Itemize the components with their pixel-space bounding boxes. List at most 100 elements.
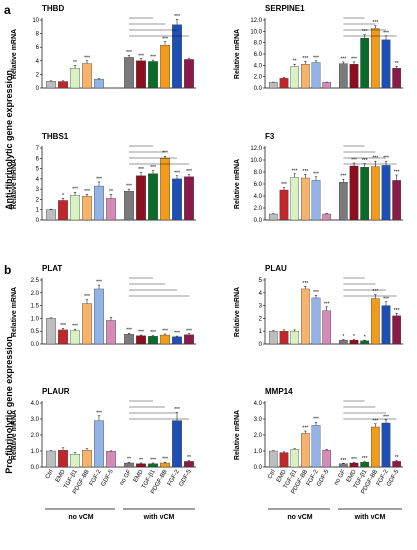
bar xyxy=(136,175,146,221)
category-label: EMD xyxy=(133,468,145,483)
y-axis-label: Relative mRNA xyxy=(11,410,18,460)
y-tick-label: 6 xyxy=(36,156,40,162)
bar xyxy=(279,452,289,468)
significance-label: *** xyxy=(351,158,357,164)
y-tick-label: 2.0 xyxy=(254,206,263,212)
significance-label: *** xyxy=(150,330,156,336)
bar xyxy=(360,167,370,221)
bar xyxy=(279,78,289,89)
significance-label: *** xyxy=(150,55,156,61)
y-tick-label: 1.5 xyxy=(31,304,40,310)
bar xyxy=(148,61,158,89)
bar xyxy=(370,298,380,345)
significance-label: *** xyxy=(372,156,378,162)
bar xyxy=(106,320,116,345)
y-tick-label: 4.0 xyxy=(31,401,40,407)
y-tick-label: 10 xyxy=(32,18,39,24)
bar xyxy=(349,462,359,468)
panel-letter-b: b xyxy=(4,263,11,277)
bar xyxy=(106,451,116,468)
bar xyxy=(160,44,170,89)
bar xyxy=(148,336,158,345)
bar xyxy=(268,213,278,221)
chart-plat: PLAT Relative mRNA 0.0 0.5 1.0 1.5 2.0 2.5 *** **… xyxy=(11,264,196,348)
significance-label: ** xyxy=(73,60,77,66)
bar xyxy=(279,331,289,345)
bar xyxy=(392,67,402,89)
bar xyxy=(58,329,68,345)
significance-label: *** xyxy=(351,56,357,62)
bar xyxy=(349,165,359,221)
significance-label: *** xyxy=(383,156,389,162)
significance-label: *** xyxy=(174,14,180,20)
bar xyxy=(70,68,80,89)
significance-label: ** xyxy=(109,189,113,195)
y-axis-label: Relative mRNA xyxy=(234,410,241,460)
bar xyxy=(70,195,80,221)
significance-label: *** xyxy=(96,280,102,286)
bar xyxy=(58,200,68,221)
group-label: with vCM xyxy=(354,514,386,521)
significance-label: *** xyxy=(150,165,156,171)
bar xyxy=(338,463,348,468)
bar xyxy=(311,62,321,89)
bar xyxy=(338,339,348,345)
bar xyxy=(148,463,158,468)
y-tick-label: 0 xyxy=(259,342,263,348)
y-tick-label: 8.0 xyxy=(254,41,263,47)
y-tick-label: 0.0 xyxy=(31,465,40,471)
y-tick-label: 10.0 xyxy=(250,29,262,35)
bar xyxy=(279,189,289,221)
y-tick-label: 0.0 xyxy=(254,86,263,92)
significance-label: *** xyxy=(174,331,180,337)
bar xyxy=(82,450,92,468)
bar xyxy=(94,185,104,221)
significance-label: *** xyxy=(372,418,378,424)
bar xyxy=(172,178,182,221)
category-label: EMD xyxy=(55,468,67,483)
category-label: Ctrl xyxy=(267,469,277,480)
significance-label: *** xyxy=(372,20,378,26)
bar xyxy=(172,420,182,468)
chart-title: PLAUR xyxy=(42,387,70,396)
bar xyxy=(160,462,170,468)
y-tick-label: 1 xyxy=(36,208,40,214)
bar xyxy=(381,39,391,89)
y-tick-label: 3.0 xyxy=(254,417,263,423)
bar xyxy=(82,63,92,89)
significance-label: *** xyxy=(126,50,132,56)
y-tick-label: 5 xyxy=(259,278,263,284)
bar xyxy=(136,335,146,345)
bar xyxy=(381,165,391,221)
y-tick-label: 6.0 xyxy=(254,182,263,188)
panel-letter-a: a xyxy=(4,3,11,17)
significance-label: *** xyxy=(313,417,319,423)
y-tick-label: 1 xyxy=(259,329,263,335)
bar xyxy=(268,450,278,468)
bar xyxy=(136,463,146,468)
bar xyxy=(268,82,278,89)
y-axis-label: Relative mRNA xyxy=(11,287,18,337)
significance-label: *** xyxy=(138,167,144,173)
significance-label: *** xyxy=(162,329,168,335)
y-tick-label: 0.0 xyxy=(31,342,40,348)
bar xyxy=(184,461,194,468)
significance-label: *** xyxy=(292,168,298,174)
y-tick-label: 3.0 xyxy=(31,417,40,423)
bar xyxy=(300,64,310,89)
y-tick-label: 3 xyxy=(36,187,40,193)
y-tick-label: 0 xyxy=(36,218,40,224)
significance-label: *** xyxy=(126,328,132,334)
significance-label: *** xyxy=(72,324,78,330)
significance-label: *** xyxy=(174,170,180,176)
y-tick-label: 12.0 xyxy=(250,18,262,24)
significance-label: *** xyxy=(313,171,319,177)
y-tick-label: 2.0 xyxy=(254,433,263,439)
bar xyxy=(124,462,134,468)
bar xyxy=(160,158,170,221)
